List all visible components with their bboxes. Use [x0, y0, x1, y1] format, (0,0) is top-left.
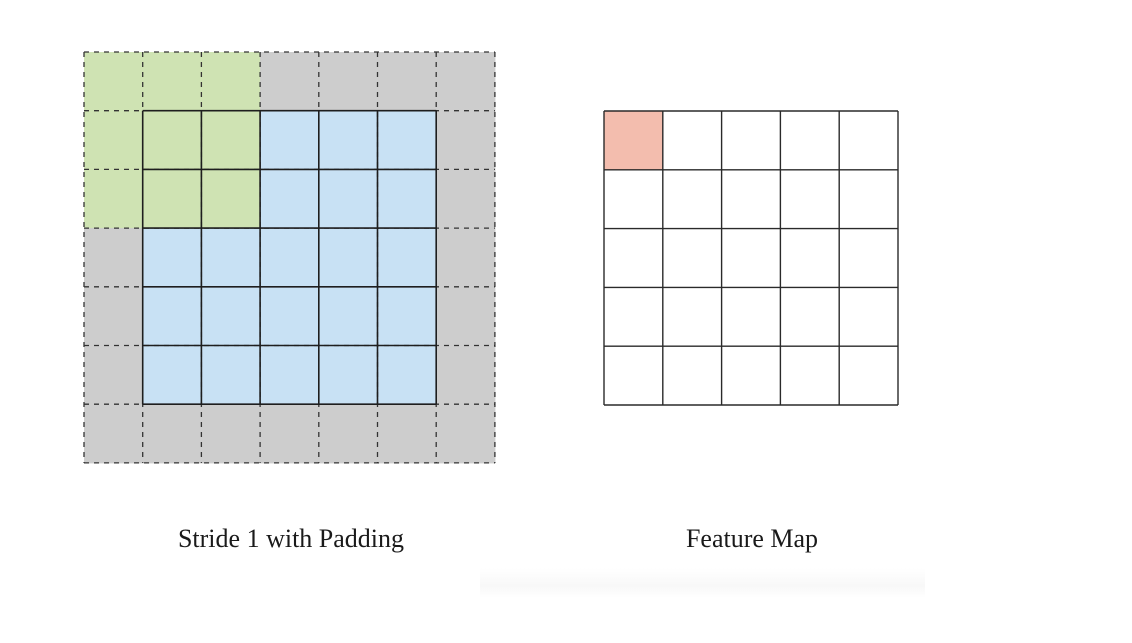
output-cell	[839, 228, 898, 288]
input-cell	[260, 110, 320, 170]
input-cell	[260, 286, 320, 346]
padding-cell	[84, 286, 144, 346]
padding-cell	[377, 52, 437, 112]
output-cell-highlighted	[604, 111, 663, 170]
padding-cell	[436, 169, 496, 229]
kernel-cell	[84, 169, 144, 229]
output-cell	[662, 228, 722, 288]
input-cell	[142, 345, 202, 405]
output-cell	[662, 169, 722, 229]
output-cell	[780, 169, 840, 229]
input-cell	[318, 286, 378, 346]
kernel-cell	[201, 110, 261, 170]
padding-cell	[436, 345, 496, 405]
input-cell	[201, 228, 261, 288]
kernel-cell	[84, 110, 144, 170]
input-cell	[318, 228, 378, 288]
feature-map-caption: Feature Map	[685, 524, 819, 553]
output-cell	[721, 346, 781, 405]
kernel-cell	[201, 52, 261, 112]
output-cell	[721, 287, 781, 347]
kernel-cell	[142, 169, 202, 229]
output-cell	[604, 169, 663, 229]
output-cell	[839, 346, 898, 405]
output-cell	[839, 287, 898, 347]
padding-cell	[84, 228, 144, 288]
output-cell	[780, 228, 840, 288]
padding-cell	[436, 110, 496, 170]
output-cell	[662, 287, 722, 347]
output-cell	[839, 111, 898, 170]
padding-cell	[84, 404, 144, 464]
input-cell	[318, 345, 378, 405]
output-cell	[662, 346, 722, 405]
input-cell	[201, 345, 261, 405]
input-cell	[318, 169, 378, 229]
input-cell	[377, 286, 437, 346]
padding-cell	[436, 228, 496, 288]
padding-cell	[436, 404, 496, 464]
output-cell	[780, 287, 840, 347]
output-cell	[604, 287, 663, 347]
output-cell	[839, 169, 898, 229]
kernel-cell	[84, 52, 144, 112]
padding-cell	[377, 404, 437, 464]
output-cell	[721, 111, 781, 170]
feature-map-grid	[603, 110, 899, 406]
bottom-shadow	[480, 568, 925, 598]
output-cell	[780, 346, 840, 405]
output-cell	[721, 169, 781, 229]
output-cell	[604, 346, 663, 405]
padding-cell	[84, 345, 144, 405]
input-cell	[377, 228, 437, 288]
padding-cell	[260, 404, 320, 464]
input-cell	[260, 169, 320, 229]
input-cell	[318, 110, 378, 170]
input-cell	[201, 286, 261, 346]
kernel-cell	[142, 52, 202, 112]
input-cell	[377, 345, 437, 405]
padding-cell	[436, 52, 496, 112]
padding-cell	[318, 404, 378, 464]
input-cell	[377, 169, 437, 229]
kernel-cell	[142, 110, 202, 170]
input-cell	[142, 286, 202, 346]
padding-cell	[260, 52, 320, 112]
output-cell	[662, 111, 722, 170]
input-cell	[142, 228, 202, 288]
input-cell	[377, 110, 437, 170]
input-cell	[260, 345, 320, 405]
padding-cell	[201, 404, 261, 464]
output-cell	[780, 111, 840, 170]
output-cell	[604, 228, 663, 288]
kernel-cell	[201, 169, 261, 229]
padding-cell	[436, 286, 496, 346]
output-cell	[721, 228, 781, 288]
padding-cell	[142, 404, 202, 464]
padded-input-caption: Stride 1 with Padding	[177, 524, 405, 553]
padding-cell	[318, 52, 378, 112]
padded-input-grid	[83, 51, 496, 464]
input-cell	[260, 228, 320, 288]
